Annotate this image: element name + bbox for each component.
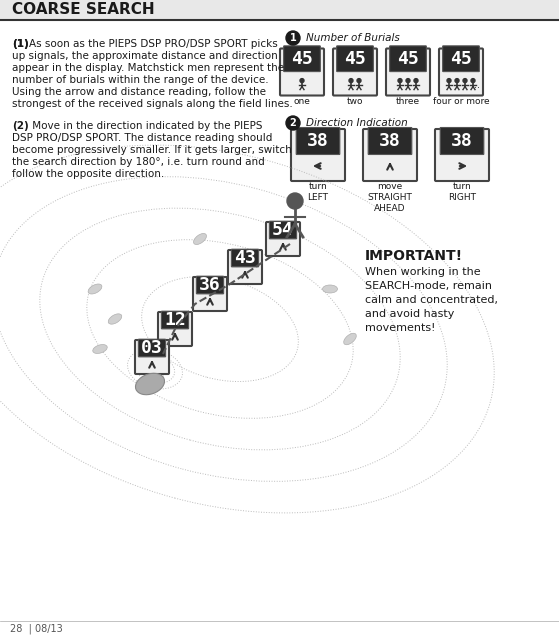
- Circle shape: [349, 79, 353, 82]
- Text: 45: 45: [344, 50, 366, 68]
- Circle shape: [357, 79, 361, 82]
- Text: follow the opposite direction.: follow the opposite direction.: [12, 169, 164, 179]
- Text: appear in the display. Matchstick men represent the: appear in the display. Matchstick men re…: [12, 63, 284, 73]
- Circle shape: [287, 193, 303, 209]
- Text: (1): (1): [12, 39, 29, 49]
- FancyBboxPatch shape: [440, 128, 484, 155]
- Text: 36: 36: [199, 276, 221, 294]
- Text: 45: 45: [291, 50, 313, 68]
- FancyBboxPatch shape: [386, 49, 430, 95]
- Circle shape: [398, 79, 402, 82]
- FancyBboxPatch shape: [228, 250, 262, 284]
- Text: 38: 38: [451, 132, 473, 150]
- FancyBboxPatch shape: [291, 129, 345, 181]
- FancyBboxPatch shape: [363, 129, 417, 181]
- FancyBboxPatch shape: [390, 46, 427, 72]
- Text: DSP PRO/DSP SPORT. The distance reading should: DSP PRO/DSP SPORT. The distance reading …: [12, 133, 272, 143]
- Circle shape: [463, 79, 467, 82]
- Text: COARSE SEARCH: COARSE SEARCH: [12, 3, 155, 17]
- Text: one: one: [293, 97, 310, 106]
- Text: become progressively smaller. If it gets larger, switch: become progressively smaller. If it gets…: [12, 145, 292, 155]
- Circle shape: [406, 79, 410, 82]
- Text: 12: 12: [164, 311, 186, 329]
- FancyBboxPatch shape: [283, 46, 320, 72]
- Text: 28  | 08/13: 28 | 08/13: [10, 624, 63, 635]
- Circle shape: [471, 79, 475, 82]
- Text: four or more: four or more: [433, 97, 489, 106]
- Bar: [0, 0, 559, 20]
- FancyBboxPatch shape: [193, 277, 227, 311]
- Text: three: three: [396, 97, 420, 106]
- Text: two: two: [347, 97, 363, 106]
- Text: turn
LEFT: turn LEFT: [307, 182, 329, 202]
- Circle shape: [455, 79, 459, 82]
- Ellipse shape: [343, 335, 357, 343]
- Text: turn
RIGHT: turn RIGHT: [448, 182, 476, 202]
- Text: Number of Burials: Number of Burials: [306, 33, 400, 43]
- Text: 45: 45: [450, 50, 472, 68]
- FancyBboxPatch shape: [139, 339, 165, 357]
- Text: number of burials within the range of the device.: number of burials within the range of th…: [12, 75, 269, 85]
- Text: Direction Indication: Direction Indication: [306, 118, 408, 128]
- Text: Move in the direction indicated by the PIEPS: Move in the direction indicated by the P…: [29, 121, 263, 131]
- Text: (1): (1): [12, 39, 29, 49]
- Text: ...: ...: [471, 80, 480, 89]
- Text: IMPORTANT!: IMPORTANT!: [365, 249, 463, 263]
- Text: Using the arrow and distance reading, follow the: Using the arrow and distance reading, fo…: [12, 87, 266, 97]
- Text: (2): (2): [12, 121, 29, 131]
- Text: 38: 38: [307, 132, 329, 150]
- Ellipse shape: [93, 345, 107, 353]
- Ellipse shape: [135, 373, 164, 395]
- FancyBboxPatch shape: [269, 221, 297, 239]
- Ellipse shape: [323, 285, 338, 293]
- FancyBboxPatch shape: [196, 276, 224, 294]
- Text: 38: 38: [379, 132, 401, 150]
- Text: 54: 54: [272, 221, 294, 239]
- Text: move
STRAIGHT
AHEAD: move STRAIGHT AHEAD: [368, 182, 413, 213]
- FancyBboxPatch shape: [158, 312, 192, 346]
- Text: up signals, the approximate distance and direction: up signals, the approximate distance and…: [12, 51, 278, 61]
- Text: 43: 43: [234, 249, 256, 267]
- FancyBboxPatch shape: [266, 222, 300, 256]
- FancyBboxPatch shape: [162, 311, 188, 329]
- Circle shape: [300, 79, 304, 82]
- Ellipse shape: [193, 235, 207, 243]
- FancyBboxPatch shape: [135, 340, 169, 374]
- Circle shape: [286, 116, 300, 130]
- FancyBboxPatch shape: [333, 49, 377, 95]
- Text: When working in the
SEARCH-mode, remain
calm and concentrated,
and avoid hasty
m: When working in the SEARCH-mode, remain …: [365, 267, 498, 333]
- FancyBboxPatch shape: [368, 128, 412, 155]
- Circle shape: [286, 31, 300, 45]
- Text: 2: 2: [290, 118, 296, 128]
- FancyBboxPatch shape: [337, 46, 373, 72]
- FancyBboxPatch shape: [296, 128, 340, 155]
- Text: strongest of the received signals along the field lines.: strongest of the received signals along …: [12, 99, 293, 109]
- Text: 03: 03: [141, 339, 163, 357]
- Circle shape: [447, 79, 451, 82]
- FancyBboxPatch shape: [439, 49, 483, 95]
- Text: 45: 45: [397, 50, 419, 68]
- Circle shape: [414, 79, 418, 82]
- FancyBboxPatch shape: [280, 49, 324, 95]
- Ellipse shape: [108, 314, 122, 324]
- FancyBboxPatch shape: [435, 129, 489, 181]
- Text: 1: 1: [290, 33, 296, 43]
- Text: As soon as the PIEPS DSP PRO/DSP SPORT picks: As soon as the PIEPS DSP PRO/DSP SPORT p…: [29, 39, 278, 49]
- Ellipse shape: [88, 284, 102, 294]
- FancyBboxPatch shape: [231, 249, 259, 267]
- FancyBboxPatch shape: [443, 46, 480, 72]
- Text: the search direction by 180°, i.e. turn round and: the search direction by 180°, i.e. turn …: [12, 157, 265, 167]
